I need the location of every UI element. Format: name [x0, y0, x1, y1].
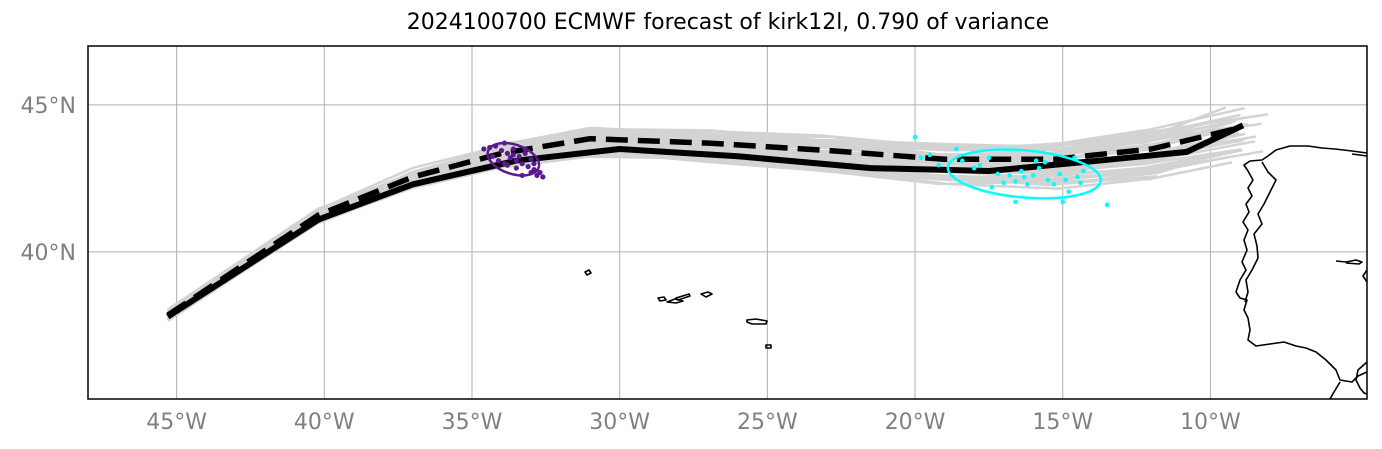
late-cluster-ellipse — [946, 148, 1103, 200]
early-cluster-point — [504, 150, 511, 156]
late-cluster-point — [1081, 168, 1086, 174]
lat-tick-label: 45°N — [21, 94, 76, 119]
island-graciosa — [584, 269, 592, 276]
lon-tick-label: 45°W — [146, 410, 207, 435]
late-cluster-point — [1066, 189, 1071, 194]
island-faial — [657, 296, 667, 302]
late-cluster-point — [1042, 159, 1048, 165]
late-cluster-point — [954, 146, 959, 152]
early-cluster-point — [531, 161, 537, 167]
lon-tick-label: 15°W — [1032, 410, 1093, 435]
early-cluster-point — [540, 174, 546, 180]
early-cluster-point — [490, 153, 496, 159]
early-cluster-point — [522, 150, 528, 156]
late-cluster-point — [936, 162, 941, 168]
plot-frame — [87, 45, 1368, 400]
early-cluster-point — [510, 152, 516, 158]
gibraltar-coast — [1329, 381, 1341, 399]
early-cluster-point — [481, 146, 487, 152]
early-cluster-point — [501, 161, 508, 167]
mean-tracks — [166, 122, 1245, 320]
ensemble-track — [167, 149, 1166, 320]
uncertainty-ellipses — [486, 141, 1103, 200]
island-pico — [666, 298, 684, 304]
early-cluster-ellipse — [486, 141, 541, 177]
ensemble-track — [167, 106, 1227, 313]
lon-tick-label: 40°W — [294, 410, 355, 435]
island-sao-jorge — [675, 293, 691, 301]
early-cluster-point — [516, 153, 522, 159]
late-cluster-point — [1013, 199, 1018, 205]
late-cluster-point — [1060, 199, 1066, 205]
early-cluster-point — [510, 146, 516, 152]
ensemble-track — [167, 148, 1242, 321]
early-cluster-point — [537, 169, 543, 176]
early-cluster-point — [525, 164, 531, 170]
late-cluster-point — [1030, 173, 1036, 178]
lon-tick-label: 25°W — [737, 410, 798, 435]
late-cluster-point — [960, 158, 965, 164]
dashed-mean-track — [166, 125, 1238, 318]
late-cluster-point — [1075, 174, 1080, 180]
late-cluster-point — [989, 184, 995, 190]
late-cluster-point — [1025, 181, 1030, 187]
lon-tick-label: 35°W — [442, 410, 503, 435]
chart-title: 2024100700 ECMWF forecast of kirk12l, 0.… — [406, 10, 1050, 35]
lon-tick-label: 30°W — [589, 410, 650, 435]
late-cluster-point — [912, 134, 918, 140]
late-cluster-point — [1019, 168, 1024, 174]
early-cluster-point — [528, 156, 534, 162]
late-cluster-point — [971, 165, 977, 171]
late-cluster-point — [1013, 179, 1018, 184]
solid-mean-track — [166, 122, 1245, 320]
late-cluster-point — [1078, 180, 1083, 186]
early-cluster-point — [498, 147, 505, 154]
late-cluster-point — [1001, 180, 1006, 186]
island-santa-maria — [765, 344, 772, 349]
late-cluster-point — [1036, 165, 1042, 171]
early-cluster-point — [495, 158, 502, 164]
early-cluster-point — [513, 158, 519, 164]
spain-east-coast — [1362, 269, 1367, 283]
late-cluster-point — [1051, 181, 1057, 187]
spain-france-border — [1351, 153, 1367, 157]
lat-tick-label: 40°N — [21, 241, 76, 266]
late-cluster-point — [1104, 202, 1110, 208]
late-cluster-point — [1033, 158, 1039, 164]
late-cluster-point — [1045, 177, 1051, 183]
late-cluster-point — [927, 152, 933, 158]
lon-tick-label: 20°W — [885, 410, 946, 435]
late-cluster-point — [986, 155, 992, 161]
axis-ticks: 45°W 40°W 35°W 30°W 25°W 20°W 15°W 10°W 45°N 40°N — [21, 94, 1242, 435]
late-cluster-point — [1007, 173, 1012, 178]
early-cluster-point — [519, 161, 525, 167]
lon-tick-label: 10°W — [1180, 410, 1241, 435]
early-cluster-point — [513, 165, 519, 171]
late-cluster-point — [977, 162, 983, 168]
iberia-coastline — [1235, 145, 1367, 383]
late-cluster-point — [918, 155, 924, 161]
island-terceira — [700, 291, 713, 298]
late-cluster-point — [1063, 177, 1069, 183]
coastlines — [584, 145, 1367, 399]
morocco-coast — [1355, 361, 1367, 395]
island-sao-miguel — [746, 318, 768, 325]
late-cluster-point — [995, 171, 1001, 177]
gridlines — [88, 46, 1367, 399]
late-cluster-point — [1022, 174, 1027, 180]
late-cluster-point — [1057, 171, 1063, 177]
portugal-spain-border — [1244, 161, 1277, 303]
mediterranean-coast — [1335, 259, 1363, 265]
